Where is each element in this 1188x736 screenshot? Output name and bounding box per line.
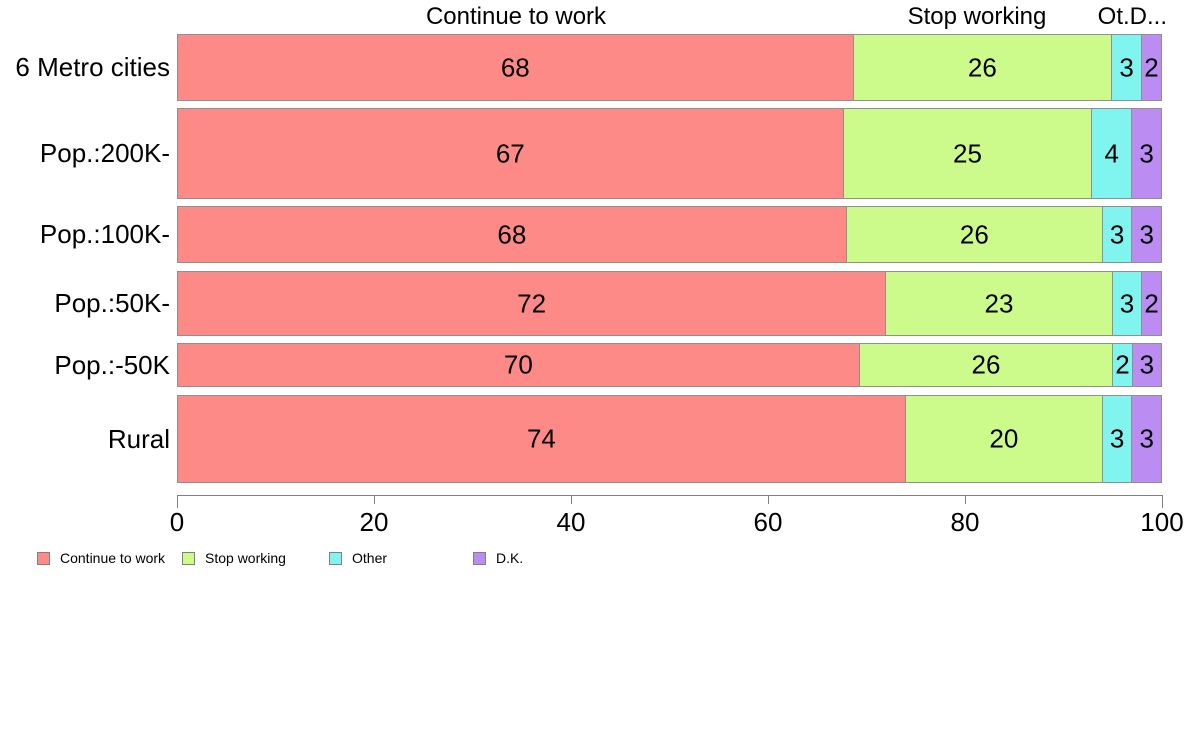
bar-segment-other: 4: [1092, 108, 1133, 199]
value-label: 3: [1139, 219, 1154, 249]
value-label: 68: [497, 219, 527, 249]
value-label: 26: [967, 52, 997, 82]
axis-tick-label: 100: [1140, 507, 1184, 537]
value-label: 3: [1139, 349, 1155, 380]
value-label: 26: [971, 349, 1001, 380]
bar-segment-other: 3: [1102, 395, 1133, 483]
value-label: 23: [984, 288, 1014, 318]
axis-tick: [177, 495, 178, 508]
category-label: 6 Metro cities: [15, 52, 170, 82]
value-label: 4: [1104, 138, 1119, 168]
bar-segment-continue-to-work: 68: [177, 206, 847, 263]
bar-segment-other: 2: [1113, 343, 1133, 387]
value-label: 3: [1109, 219, 1125, 249]
bar-segment-d-k: 3: [1132, 206, 1162, 263]
value-label: 25: [953, 138, 982, 168]
bar-segment-stop-working: 26: [853, 34, 1113, 101]
value-label: 2: [1115, 349, 1130, 380]
column-header-stop-working: Stop working: [907, 3, 1047, 30]
axis-tick: [374, 495, 375, 504]
column-header-truncated-other-dk: Ot.D...: [1097, 3, 1167, 30]
bar-segment-continue-to-work: 68: [177, 34, 854, 101]
legend-swatch: [37, 552, 50, 565]
legend-item-label: Stop working: [205, 550, 286, 566]
value-label: 2: [1144, 288, 1159, 318]
bar-row: 72 23 3 2: [177, 271, 1162, 336]
axis-tick: [571, 495, 572, 504]
value-label: 68: [500, 52, 530, 82]
value-label: 3: [1119, 52, 1134, 82]
value-label: 72: [517, 288, 547, 318]
category-label: Pop.:100K-: [39, 219, 170, 249]
value-label: 26: [959, 219, 989, 249]
bar-segment-d-k: 3: [1132, 395, 1162, 483]
category-label: Pop.:50K-: [54, 288, 170, 318]
bar-segment-d-k: 2: [1142, 271, 1162, 336]
legend-swatch: [473, 552, 486, 565]
bar-row: 68 26 3 3: [177, 206, 1162, 263]
axis-tick-label: 80: [950, 507, 980, 537]
legend-item-label: Other: [352, 550, 388, 566]
bar-segment-stop-working: 23: [886, 271, 1113, 336]
value-label: 70: [503, 349, 533, 380]
value-label: 3: [1139, 138, 1154, 168]
axis-tick: [768, 495, 769, 504]
legend-swatch: [329, 552, 342, 565]
bar-segment-d-k: 3: [1132, 343, 1162, 387]
bar-row: 74 20 3 3: [177, 395, 1162, 483]
bar-segment-d-k: 2: [1142, 34, 1162, 101]
legend-item-d-k: D.K.: [473, 551, 523, 566]
bar-segment-continue-to-work: 67: [177, 108, 844, 199]
bar-row: 70 26 2 3: [177, 343, 1162, 387]
axis-tick-label: 40: [556, 507, 586, 537]
bar-segment-stop-working: 26: [846, 206, 1103, 263]
axis-tick: [1162, 495, 1163, 508]
value-label: 3: [1109, 423, 1125, 454]
bar-row: 68 26 3 2: [177, 34, 1162, 101]
bar-segment-stop-working: 25: [843, 108, 1093, 199]
legend-item-label: D.K.: [496, 550, 524, 566]
value-label: 3: [1119, 288, 1135, 318]
legend-item-stop-working: Stop working: [182, 551, 286, 566]
value-label: 20: [989, 423, 1019, 454]
x-axis-line: [177, 495, 1163, 496]
legend-item-label: Continue to work: [60, 550, 166, 566]
value-label: 74: [526, 423, 556, 454]
legend-item-continue-to-work: Continue to work: [37, 551, 165, 566]
bar-segment-other: 3: [1102, 206, 1133, 263]
axis-tick-label: 0: [169, 507, 185, 537]
category-label: Rural: [107, 423, 170, 454]
column-header-continue-to-work: Continue to work: [425, 3, 607, 30]
bar-segment-d-k: 3: [1132, 108, 1162, 199]
axis-tick-label: 20: [359, 507, 389, 537]
bar-segment-continue-to-work: 74: [177, 395, 906, 483]
axis-tick: [965, 495, 966, 504]
value-label: 3: [1139, 423, 1154, 454]
category-label: Pop.:-50K: [54, 349, 170, 380]
bar-segment-other: 3: [1112, 271, 1143, 336]
bar-segment-continue-to-work: 72: [177, 271, 887, 336]
bar-segment-other: 3: [1112, 34, 1143, 101]
bar-row: 67 25 4 3: [177, 108, 1162, 199]
value-label: 2: [1144, 52, 1159, 82]
bar-segment-continue-to-work: 70: [177, 343, 860, 387]
category-label: Pop.:200K-: [39, 138, 170, 168]
value-label: 67: [495, 138, 525, 168]
bar-segment-stop-working: 26: [859, 343, 1114, 387]
axis-tick-label: 60: [753, 507, 783, 537]
bar-segment-stop-working: 20: [905, 395, 1103, 483]
legend-item-other: Other: [329, 551, 387, 566]
legend-swatch: [182, 552, 195, 565]
